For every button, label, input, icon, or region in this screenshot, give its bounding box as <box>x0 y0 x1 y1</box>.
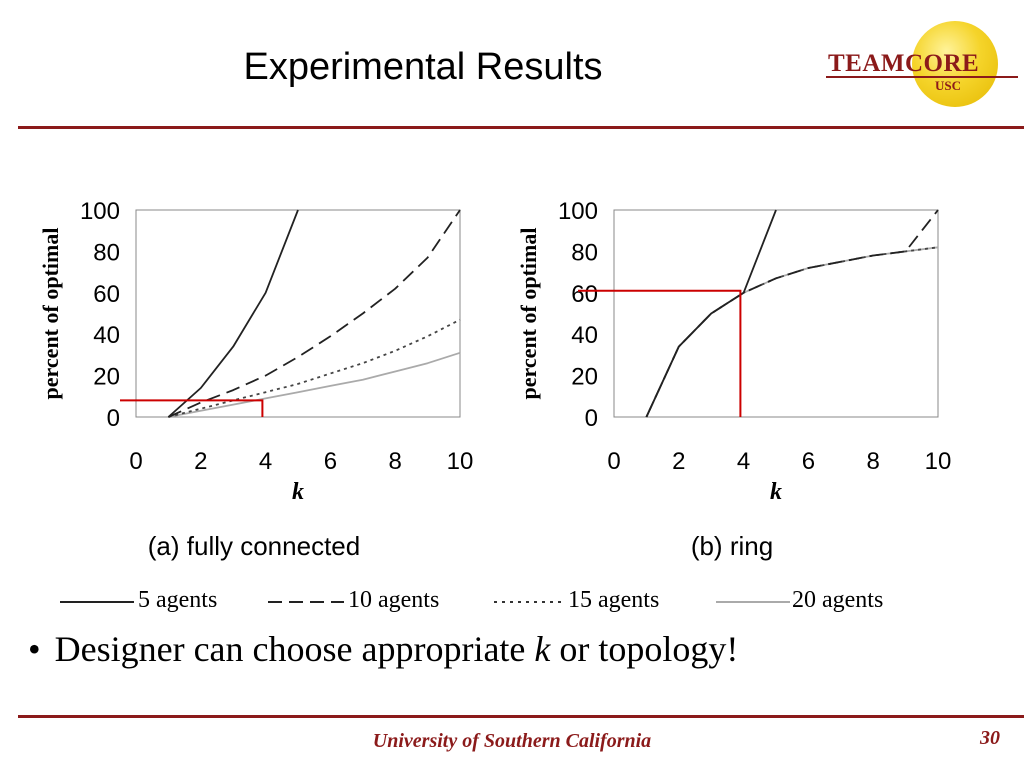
series-line-10-agents <box>645 209 939 418</box>
series-line-5-agents <box>167 209 299 418</box>
bullet-text-after: or topology! <box>550 629 739 669</box>
y-axis-label: percent of optimal <box>516 228 541 400</box>
y-tick-label: 20 <box>93 364 120 391</box>
plot-frame <box>135 209 461 418</box>
y-tick-label: 100 <box>558 198 598 225</box>
y-tick-label: 0 <box>585 405 598 432</box>
teamcore-logo: TEAMCORE USC <box>822 18 1022 118</box>
x-tick-label: 2 <box>672 448 685 475</box>
highlight-marker <box>120 399 264 417</box>
series-line-20-agents <box>168 351 461 418</box>
y-tick-label: 60 <box>571 281 598 308</box>
x-tick-label: 2 <box>194 448 207 475</box>
title-divider <box>18 126 1024 129</box>
chart-ring: 0 20 40 60 80 100 0 2 4 6 8 10 k percent of optimal (b… <box>516 198 952 561</box>
x-tick-label: 0 <box>129 448 142 475</box>
plot-frame <box>613 209 939 418</box>
chart-fully-connected: 0 20 40 60 80 100 0 2 4 6 8 10 k percent of optimal (a… <box>38 198 474 561</box>
logo-wordmark: TEAMCORE <box>828 50 980 77</box>
logo-subtext: USC <box>935 78 962 93</box>
legend-label: 15 agents <box>568 587 660 613</box>
bullet-point: • Designer can choose appropriate k or to… <box>28 628 738 670</box>
x-tick-label: 0 <box>607 448 620 475</box>
y-tick-label: 40 <box>93 322 120 349</box>
bullet-text-k: k <box>534 629 551 669</box>
y-axis-label: percent of optimal <box>38 228 63 400</box>
highlight-marker <box>578 289 742 417</box>
y-tick-label: 60 <box>93 281 120 308</box>
y-tick-label: 80 <box>571 239 598 266</box>
chart-legend: 5 agents 10 agents 15 agents 20 agents <box>58 587 958 617</box>
x-tick-label: 6 <box>802 448 815 475</box>
x-tick-label: 4 <box>259 448 272 475</box>
legend-swatch-solid <box>60 601 134 603</box>
y-tick-label: 80 <box>93 239 120 266</box>
footer-university: University of Southern California <box>372 730 652 752</box>
y-tick-label: 20 <box>571 364 598 391</box>
legend-swatch-dashed <box>268 601 344 603</box>
x-tick-label: 4 <box>737 448 750 475</box>
legend-label: 10 agents <box>348 587 440 613</box>
slide-title: Experimental Results <box>243 46 603 88</box>
legend-label: 20 agents <box>792 587 884 613</box>
x-axis-label: k <box>770 479 782 505</box>
bullet-text-before: Designer can choose appropriate <box>54 629 535 669</box>
chart-caption: (b) ring <box>691 531 773 561</box>
x-tick-label: 8 <box>867 448 880 475</box>
x-tick-label: 10 <box>925 448 952 475</box>
y-tick-label: 100 <box>80 198 120 225</box>
x-tick-label: 6 <box>324 448 337 475</box>
chart-caption: (a) fully connected <box>148 531 360 561</box>
series-line-15-agents <box>168 318 461 418</box>
x-tick-label: 8 <box>389 448 402 475</box>
logo-underline <box>826 76 1018 78</box>
y-tick-label: 0 <box>107 405 120 432</box>
bullet-icon: • <box>28 629 41 669</box>
legend-label: 5 agents <box>138 587 218 613</box>
y-tick-label: 40 <box>571 322 598 349</box>
x-axis-label: k <box>292 479 304 505</box>
series-line-10-agents <box>168 209 461 418</box>
footer-divider <box>18 715 1024 718</box>
series-line-5-agents <box>645 209 777 418</box>
legend-swatch-gray <box>716 601 790 603</box>
legend-swatch-dotted <box>494 601 564 603</box>
logo-sun-icon <box>912 21 998 107</box>
x-tick-label: 10 <box>447 448 474 475</box>
page-number: 30 <box>980 727 1000 749</box>
